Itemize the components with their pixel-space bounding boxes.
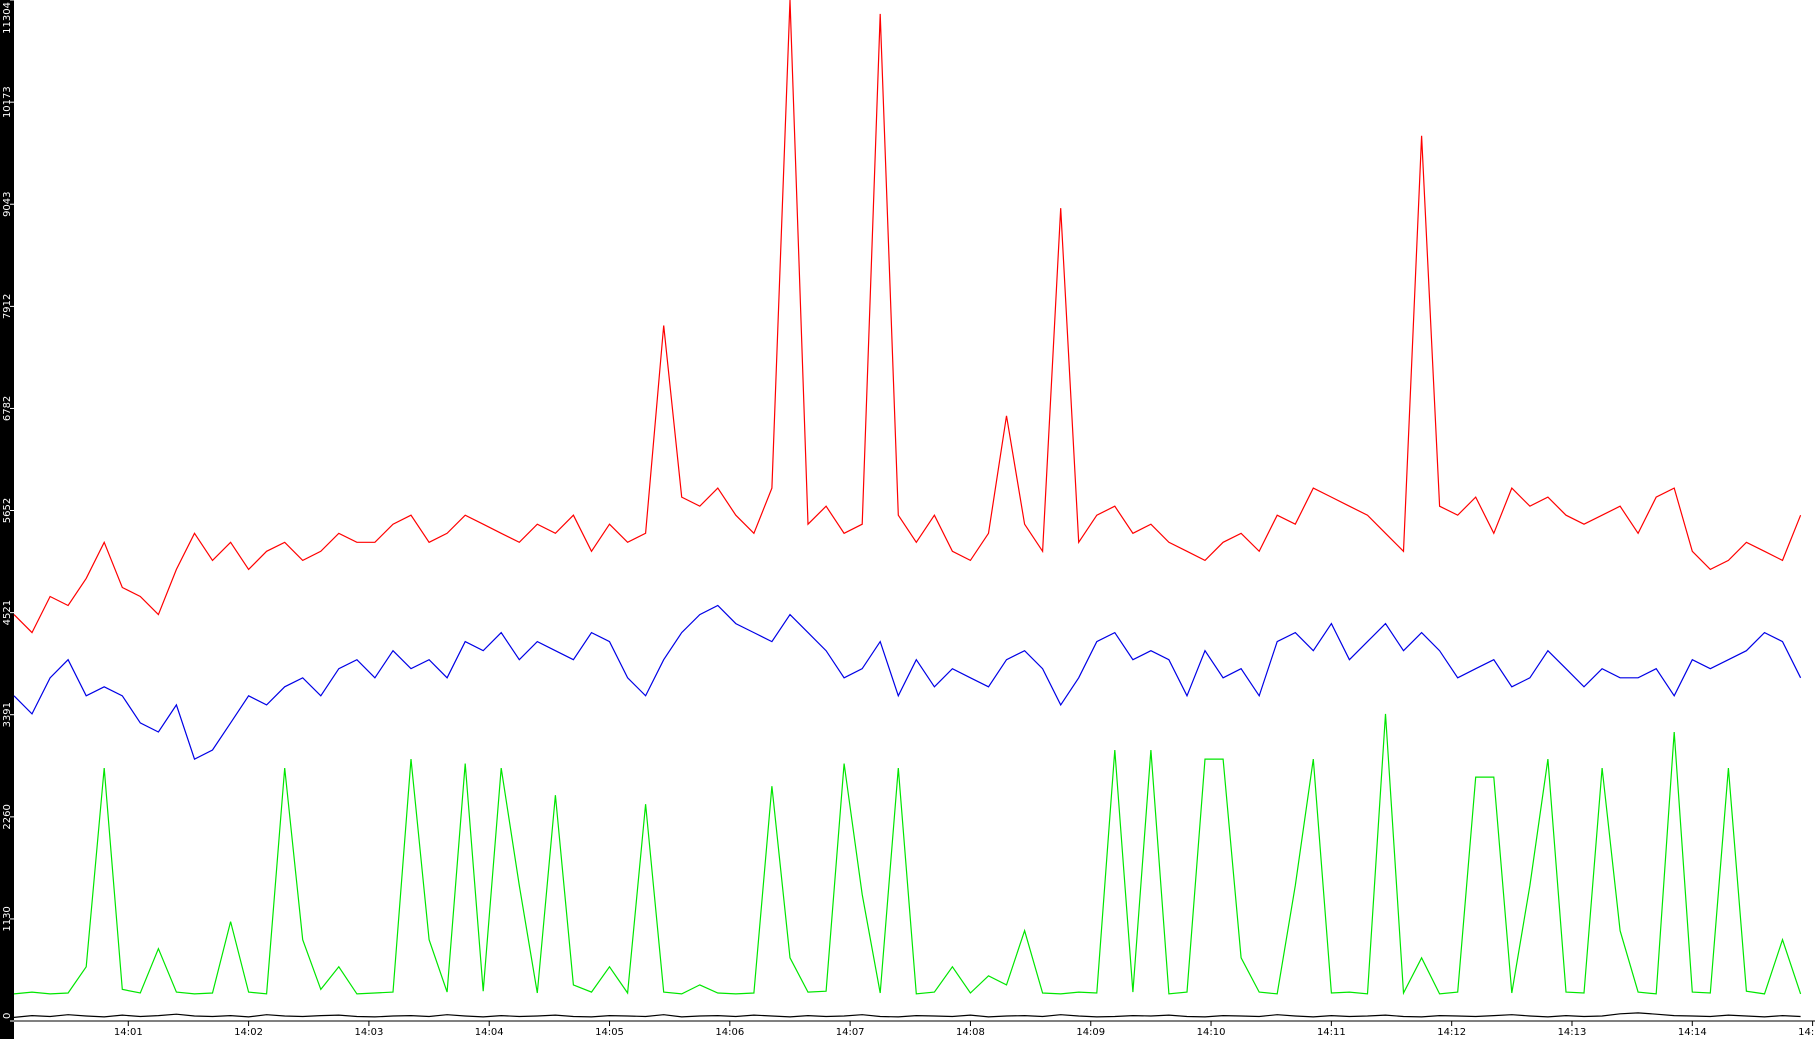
x-tick-label: 14:14 <box>1678 1027 1707 1038</box>
x-tick-label: 14:01 <box>114 1027 143 1038</box>
x-tick-label: 14:09 <box>1076 1027 1105 1038</box>
x-tick-label: 14:02 <box>234 1027 263 1038</box>
y-tick-label: 3391 <box>2 702 13 727</box>
series-line <box>13 1012 1801 1018</box>
x-tick-label: 14:08 <box>956 1027 985 1038</box>
y-tick-label: 11304 <box>2 2 13 34</box>
x-tick-label: 14:10 <box>1197 1027 1226 1038</box>
y-axis-strip <box>0 0 14 1039</box>
y-tick-label: 9043 <box>2 191 13 216</box>
x-tick-label: 14:12 <box>1437 1027 1466 1038</box>
y-tick-label: 6782 <box>2 396 13 421</box>
y-tick-label: 5652 <box>2 498 13 523</box>
series-line <box>13 0 1802 634</box>
y-tick-label: 0 <box>2 1013 13 1019</box>
x-tick-label: 14:03 <box>354 1027 383 1038</box>
x-tick-label: 14:04 <box>475 1027 504 1038</box>
y-tick-label: 4521 <box>2 600 13 625</box>
y-tick-label: 2260 <box>2 804 13 829</box>
y-tick-label: 7912 <box>2 294 13 319</box>
x-tick-label: 14:11 <box>1317 1027 1346 1038</box>
series-line <box>13 713 1802 996</box>
x-tick-label: 14:05 <box>595 1027 624 1038</box>
y-tick-label: 1130 <box>2 906 13 931</box>
x-tick-label: 14:07 <box>836 1027 865 1038</box>
x-tick-label: 14:15 <box>1798 1027 1815 1038</box>
x-tick-label: 14:13 <box>1558 1027 1587 1038</box>
x-tick-label: 14:06 <box>715 1027 744 1038</box>
y-tick-label: 10173 <box>2 86 13 118</box>
series-line <box>13 604 1802 760</box>
